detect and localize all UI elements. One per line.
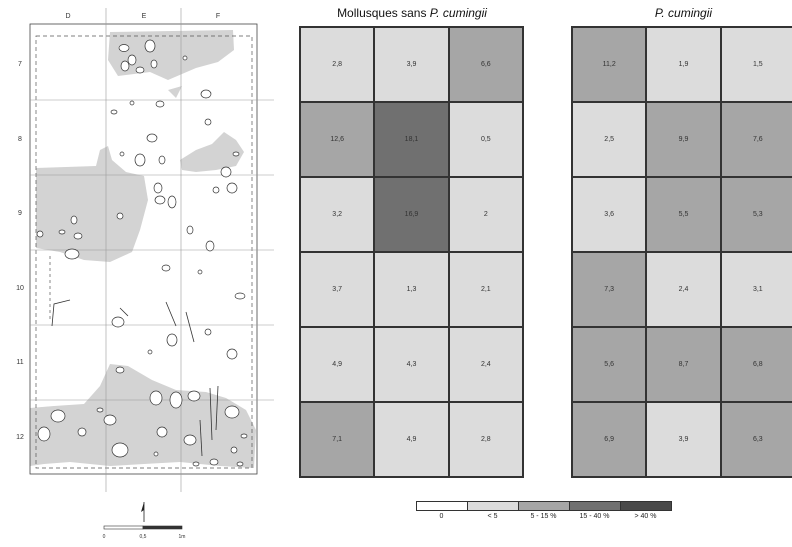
excavation-plan: D E F 7 8 9 10 11 12	[16, 8, 274, 540]
heat-cell-f10: 3,1	[720, 252, 792, 327]
heat-cell-e8: 9,9	[646, 102, 721, 177]
north-arrow	[141, 502, 145, 522]
heat-cell-e11: 4,3	[374, 327, 449, 402]
heat-cell-f12: 2,8	[448, 402, 523, 477]
heat-cell-e8: 18,1	[374, 102, 449, 177]
heat-cell-f10: 2,1	[448, 252, 523, 327]
legend-swatch	[518, 501, 570, 511]
legend-item: 5 - 15 %	[518, 501, 570, 520]
heat-cell-d8: 12,6	[300, 102, 375, 177]
scale-label-end: 1m	[179, 534, 186, 540]
heat-cell-e12: 4,9	[374, 402, 449, 477]
heatmap-title-left: Mollusques sans P. cumingii	[300, 6, 524, 20]
heat-cell-f11: 2,4	[448, 327, 523, 402]
heat-cell-d10: 7,3	[572, 252, 647, 327]
plan-row-label-12: 12	[16, 434, 24, 441]
plan-col-label-e: E	[142, 13, 147, 20]
heat-cell-f7: 6,6	[448, 27, 523, 102]
heat-cell-d12: 7,1	[300, 402, 375, 477]
heat-cell-d9: 3,2	[300, 177, 375, 252]
legend-item: < 5	[467, 501, 519, 520]
legend-item: 0	[416, 501, 468, 520]
heat-cell-f9: 2	[448, 177, 523, 252]
plan-col-label-f: F	[216, 13, 220, 20]
plan-row-label-10: 10	[16, 285, 24, 292]
legend-label: < 5	[487, 513, 498, 520]
heat-cell-e11: 8,7	[646, 327, 721, 402]
heatmap-title-right: P. cumingii	[571, 6, 792, 20]
legend-label: > 40 %	[634, 513, 657, 520]
legend-item: 15 - 40 %	[569, 501, 621, 520]
heat-cell-e12: 3,9	[646, 402, 721, 477]
heat-cell-e10: 2,4	[646, 252, 721, 327]
heat-cell-f7: 1,5	[720, 27, 792, 102]
heat-cell-f8: 7,6	[720, 102, 792, 177]
heat-cell-f9: 5,3	[720, 177, 792, 252]
heatmap-title-left-prefix: Mollusques sans	[337, 6, 430, 20]
plan-row-label-7: 7	[18, 61, 22, 68]
heat-cell-d8: 2,5	[572, 102, 647, 177]
heat-cell-e7: 3,9	[374, 27, 449, 102]
heat-cell-e7: 1,9	[646, 27, 721, 102]
heat-cell-d10: 3,7	[300, 252, 375, 327]
legend-label: 5 - 15 %	[530, 513, 557, 520]
excavated-zones	[30, 30, 256, 468]
legend-swatch	[467, 501, 519, 511]
heat-cell-d7: 11,2	[572, 27, 647, 102]
plan-finds	[36, 39, 248, 467]
scale-label-mid: 0,5	[140, 534, 147, 540]
legend-label: 15 - 40 %	[579, 513, 610, 520]
heatmap-title-left-species: P. cumingii	[429, 6, 487, 20]
heatmap-cumingii: 11,2 1,9 1,5 2,5 9,9 7,6 3,6 5,5 5,3 7,3 2,4 3,1 5,6…	[571, 26, 792, 478]
heat-cell-f12: 6,3	[720, 402, 792, 477]
legend-swatch	[620, 501, 672, 511]
heat-cell-d7: 2,8	[300, 27, 375, 102]
plan-col-label-d: D	[65, 13, 70, 20]
plan-row-label-11: 11	[16, 359, 23, 366]
heat-cell-e9: 5,5	[646, 177, 721, 252]
scale-bar: 0 0,5 1m	[103, 525, 186, 540]
scale-label-0: 0	[103, 534, 106, 540]
heat-cell-f8: 0,5	[448, 102, 523, 177]
heatmap-title-right-species: P. cumingii	[654, 6, 713, 20]
heat-cell-d11: 4,9	[300, 327, 375, 402]
heatmap-mollusques: 2,8 3,9 6,6 12,6 18,1 0,5 3,2 16,9 2 3,7 1,3 2,1 4,9…	[299, 26, 524, 478]
heat-cell-f11: 6,8	[720, 327, 792, 402]
legend-label: 0	[439, 513, 444, 520]
plan-dashed-boundary	[35, 35, 253, 469]
legend-swatch	[416, 501, 468, 511]
heat-cell-d12: 6,9	[572, 402, 647, 477]
heat-cell-d11: 5,6	[572, 327, 647, 402]
plan-frame	[29, 23, 258, 475]
plan-row-label-9: 9	[18, 210, 22, 217]
legend: 0 < 5 5 - 15 % 15 - 40 % > 40 %	[416, 501, 672, 520]
heat-cell-e9: 16,9	[374, 177, 449, 252]
plan-grid	[30, 8, 274, 492]
heat-cell-e10: 1,3	[374, 252, 449, 327]
heat-cell-d9: 3,6	[572, 177, 647, 252]
plan-row-label-8: 8	[18, 136, 22, 143]
legend-item: > 40 %	[620, 501, 672, 520]
legend-swatch	[569, 501, 621, 511]
plan-linear-finds	[51, 299, 219, 457]
